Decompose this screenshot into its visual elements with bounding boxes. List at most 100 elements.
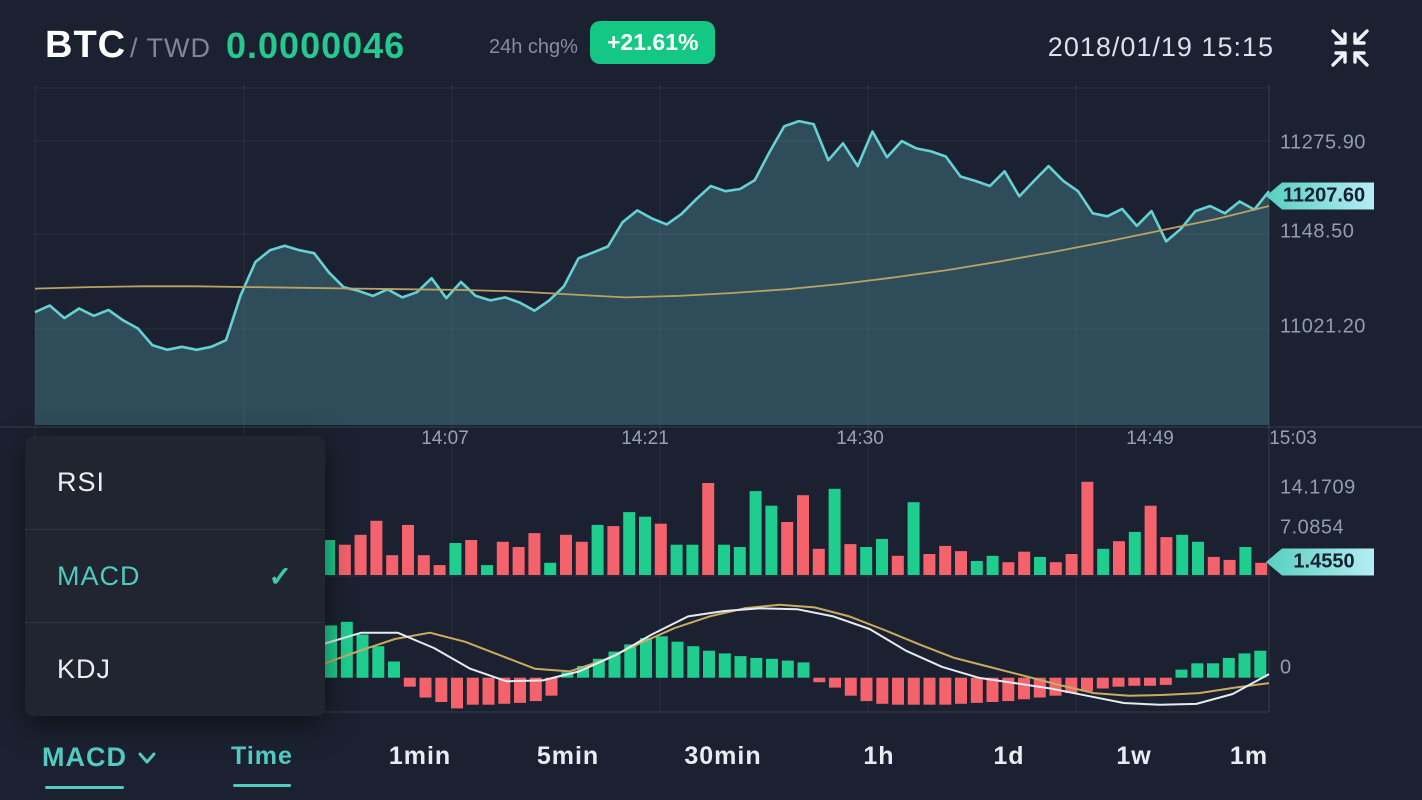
macd-bar — [671, 641, 684, 678]
histogram-bar — [970, 561, 983, 575]
histogram-bar — [402, 524, 414, 575]
macd-bar — [797, 662, 810, 678]
macd-bar — [1096, 677, 1109, 689]
histogram-bar — [828, 488, 841, 575]
histogram-bar — [1097, 548, 1110, 575]
macd-bar — [655, 636, 668, 678]
macd-bar — [340, 621, 353, 678]
interval-tab-1w[interactable]: 1w — [1116, 742, 1152, 770]
macd-bar — [876, 677, 889, 704]
macd-bar — [1065, 677, 1078, 693]
histogram-bar — [654, 523, 667, 575]
histogram-bar — [1081, 481, 1094, 575]
interval-tab-1d[interactable]: 1d — [993, 742, 1025, 770]
macd-bar — [608, 651, 621, 678]
dif-line — [324, 607, 1270, 706]
price-tick-low: 11021.20 — [1280, 315, 1366, 338]
interval-tab-30min[interactable]: 30min — [684, 742, 762, 770]
macd-bar — [1207, 663, 1219, 678]
chevron-down-icon — [138, 752, 156, 763]
macd-bar — [703, 650, 715, 678]
interval-tab-1min[interactable]: 1min — [388, 742, 452, 770]
histogram-bar — [1002, 562, 1015, 575]
histogram-bar — [1176, 534, 1189, 575]
histogram-bar — [670, 544, 683, 575]
macd-bar — [860, 677, 873, 702]
macd-bar — [1049, 677, 1062, 696]
price-tick-mid: 1148.50 — [1280, 220, 1355, 243]
datetime-label: 2018/01/19 15:15 — [1047, 32, 1274, 62]
histogram-bar — [955, 551, 967, 575]
collapse-icon[interactable] — [1328, 26, 1372, 70]
interval-tab-time[interactable]: Time — [231, 742, 293, 787]
histogram-bar — [1018, 551, 1031, 575]
histogram-bar — [607, 526, 620, 575]
macd-bar — [1144, 677, 1156, 686]
dropdown-item-macd[interactable]: MACD ✓ — [25, 530, 325, 623]
macd-bar — [1159, 677, 1172, 685]
histogram-bar — [528, 533, 541, 575]
histogram-bar — [702, 483, 715, 575]
macd-bar — [813, 677, 826, 683]
macd-bar — [624, 644, 637, 678]
time-tick-5: 15:03 — [1269, 428, 1317, 449]
macd-bar — [451, 677, 463, 709]
macd-bar — [419, 677, 432, 698]
histogram-bar — [891, 555, 904, 575]
histogram-bar — [1049, 562, 1062, 575]
macd-bar — [435, 677, 448, 702]
macd-bar — [750, 657, 763, 678]
histogram-bar — [323, 540, 335, 575]
histogram-bar — [1239, 547, 1252, 575]
macd-bar — [1175, 669, 1188, 678]
macd-bar — [923, 677, 936, 705]
histogram-bar — [512, 547, 525, 575]
histogram-bar — [1192, 541, 1204, 575]
dropdown-item-rsi[interactable]: RSI — [25, 436, 325, 529]
histogram-bar — [496, 541, 509, 575]
macd-current-tag: 1.4550 — [1266, 548, 1374, 576]
ma-line — [34, 205, 1270, 299]
interval-tab-1m[interactable]: 1m — [1229, 742, 1269, 770]
interval-tab-1h[interactable]: 1h — [863, 742, 895, 770]
histogram-bar — [386, 555, 399, 575]
dropdown-item-label: KDJ — [57, 654, 112, 685]
histogram-bar — [1128, 531, 1141, 575]
chart-canvas[interactable] — [0, 80, 1422, 720]
histogram-bar — [433, 565, 446, 575]
header: BTC / TWD 0.0000046 24h chg% +21.61% 201… — [0, 0, 1422, 80]
indicator-selector[interactable]: MACD — [42, 742, 157, 789]
histogram-bar — [876, 538, 888, 575]
time-tick-4: 14:49 — [1126, 428, 1174, 449]
dropdown-item-label: MACD — [57, 560, 141, 591]
macd-bar — [1112, 677, 1125, 687]
change-label: 24h chg% — [489, 36, 578, 58]
dropdown-item-kdj[interactable]: KDJ — [25, 623, 325, 716]
time-tick-1: 14:07 — [421, 428, 469, 449]
macd-bar — [1018, 677, 1030, 700]
indicator-selector-label: MACD — [42, 742, 127, 789]
histogram-bar — [686, 544, 699, 575]
dropdown-item-label: RSI — [57, 466, 106, 497]
change-badge: +21.61% — [590, 21, 716, 64]
macd-bar — [734, 656, 747, 678]
macd-bar — [687, 646, 700, 678]
histogram-bar — [860, 547, 873, 575]
histogram-bar — [1255, 562, 1268, 575]
macd-tick-mid: 7.0854 — [1280, 516, 1345, 539]
macd-bar — [514, 677, 526, 703]
macd-bar — [356, 634, 369, 678]
macd-bar — [466, 677, 479, 705]
macd-bar — [892, 677, 904, 705]
interval-tab-5min[interactable]: 5min — [536, 742, 600, 770]
macd-bar — [907, 677, 920, 705]
dropdown-divider — [25, 622, 325, 624]
macd-bar — [545, 677, 558, 696]
gridlines — [0, 85, 1422, 713]
histogram-bar — [417, 555, 430, 575]
macd-bar — [844, 677, 857, 696]
histogram-bar — [370, 520, 383, 575]
volume-histogram — [323, 481, 1268, 575]
macd-bar — [1222, 657, 1235, 678]
